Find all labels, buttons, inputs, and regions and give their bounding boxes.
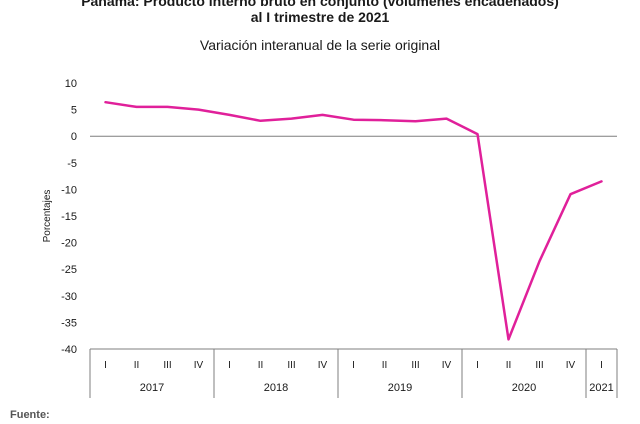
series-line xyxy=(104,100,603,341)
y-tick-label: -35 xyxy=(61,317,77,329)
year-label: 2018 xyxy=(264,382,288,394)
y-axis-label: Porcentajes xyxy=(42,190,53,243)
y-tick-label: -25 xyxy=(61,264,77,276)
y-tick-label: -20 xyxy=(61,238,77,250)
x-tick-label: I xyxy=(476,360,479,371)
y-tick-label: -40 xyxy=(61,344,77,356)
y-tick-label: 10 xyxy=(65,78,77,90)
chart-title-line2: al I trimestre de 2021 xyxy=(250,9,390,25)
y-tick-label: -5 xyxy=(67,158,77,170)
x-tick-label: II xyxy=(382,360,388,371)
x-tick-label: III xyxy=(287,360,295,371)
chart-subtitle: Variación interanual de la serie origina… xyxy=(199,37,441,53)
x-tick-label: III xyxy=(163,360,171,371)
x-tick-label: IV xyxy=(566,360,576,371)
x-tick-label: IV xyxy=(194,360,204,371)
y-axis-ticks: 10 5 0 -5 -10 -15 -20 -25 -30 -35 -40 xyxy=(61,78,77,356)
x-tick-label: II xyxy=(134,360,140,371)
x-tick-label: I xyxy=(600,360,603,371)
x-tick-label: III xyxy=(535,360,543,371)
year-label: 2017 xyxy=(140,382,164,394)
x-tick-label: IV xyxy=(442,360,452,371)
x-tick-label: IV xyxy=(318,360,328,371)
year-label: 2020 xyxy=(512,382,536,394)
chart-title-line1: Panamá: Producto interno bruto en conjun… xyxy=(81,0,559,9)
x-tick-label: I xyxy=(228,360,231,371)
year-label: 2021 xyxy=(589,382,613,394)
x-tick-label: I xyxy=(104,360,107,371)
x-tick-label: I xyxy=(352,360,355,371)
y-tick-label: -10 xyxy=(61,184,77,196)
y-tick-label: -15 xyxy=(61,211,77,223)
y-tick-label: 5 xyxy=(71,105,77,117)
year-label: 2019 xyxy=(388,382,412,394)
y-tick-label: 0 xyxy=(71,131,77,143)
x-tick-label: III xyxy=(411,360,419,371)
x-tick-label: II xyxy=(506,360,512,371)
x-tick-label: II xyxy=(258,360,264,371)
source-label: Fuente: xyxy=(10,409,50,421)
series-layer xyxy=(104,100,603,341)
y-tick-label: -30 xyxy=(61,291,77,303)
